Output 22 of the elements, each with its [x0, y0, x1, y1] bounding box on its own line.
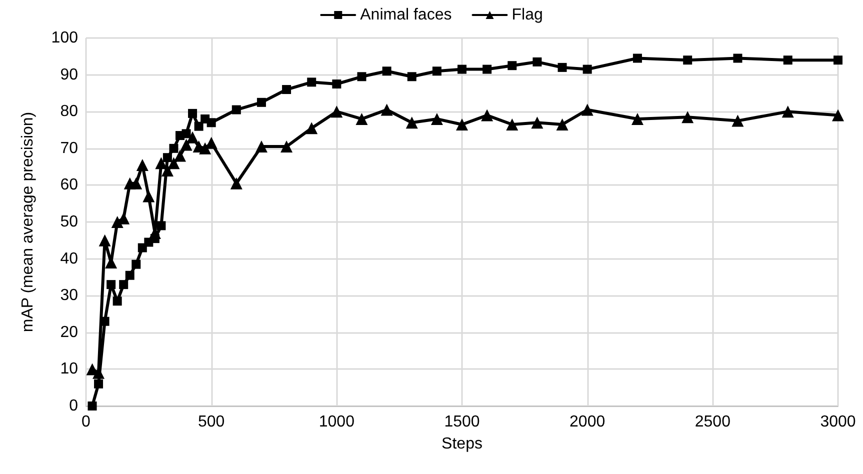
y-tick-label: 100 [51, 30, 78, 46]
x-tick-label: 2000 [570, 414, 606, 430]
y-tick-label: 40 [60, 250, 78, 268]
legend-label: Flag [512, 6, 543, 24]
legend-label: Animal faces [360, 6, 452, 24]
y-tick-label: 10 [60, 360, 78, 378]
y-tick-label: 0 [69, 398, 78, 414]
x-tick-label: 500 [198, 414, 225, 430]
y-tick-label: 90 [60, 66, 78, 84]
x-tick-label: 1500 [444, 414, 480, 430]
y-tick-label: 20 [60, 324, 78, 341]
x-tick-label: 3000 [820, 414, 856, 430]
x-tick-label: 1000 [318, 414, 355, 430]
x-axis-title: Steps [442, 436, 482, 452]
y-axis-title: mAP (mean average precision) [20, 112, 36, 332]
y-tick-label: 50 [60, 214, 78, 230]
y-tick-label: 70 [60, 140, 78, 157]
y-tick-label: 60 [60, 176, 78, 194]
y-tick-label: 30 [60, 287, 78, 304]
y-tick-label: 80 [60, 103, 78, 120]
x-tick-label: 2500 [694, 414, 731, 430]
x-tick-label: 0 [82, 414, 91, 430]
